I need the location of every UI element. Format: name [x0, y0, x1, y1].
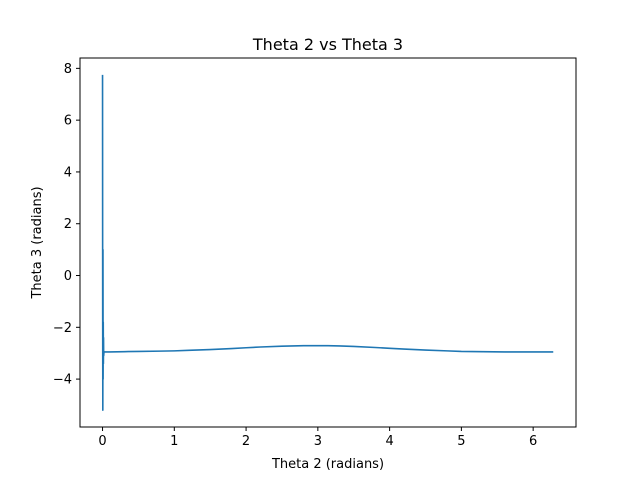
axes-frame [79, 57, 577, 428]
y-tick-label: 0 [64, 269, 72, 284]
chart-title: Theta 2 vs Theta 3 [252, 35, 403, 54]
x-tick-label: 4 [385, 434, 393, 449]
y-tick-label: −2 [53, 321, 72, 336]
series-line-1 [101, 74, 554, 411]
y-axis-ticks: −4 −2 0 2 4 6 8 [53, 62, 80, 388]
x-tick-label: 1 [170, 434, 178, 449]
y-tick-label: 6 [64, 114, 72, 129]
plot-area [101, 74, 554, 411]
x-axis-label: Theta 2 (radians) [271, 457, 384, 472]
x-axis-ticks: 0 1 2 3 4 5 6 [98, 427, 537, 449]
y-tick-label: 8 [64, 62, 72, 77]
x-tick-label: 6 [529, 434, 537, 449]
x-tick-label: 0 [98, 434, 106, 449]
x-tick-label: 2 [242, 434, 250, 449]
x-tick-label: 3 [314, 434, 322, 449]
y-tick-label: 4 [64, 165, 72, 180]
x-tick-label: 5 [457, 434, 465, 449]
y-axis-label: Theta 3 (radians) [30, 186, 45, 299]
y-tick-label: −4 [53, 373, 72, 388]
y-tick-label: 2 [64, 217, 72, 232]
